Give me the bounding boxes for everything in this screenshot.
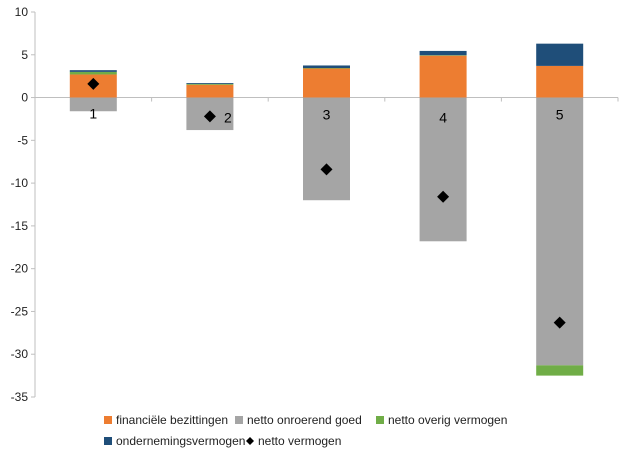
bars bbox=[69, 43, 584, 376]
legend-label: netto onroerend goed bbox=[247, 413, 362, 427]
bar-financiële-bezittingen-3 bbox=[303, 68, 350, 98]
marker-netto-vermogen-2 bbox=[203, 110, 216, 123]
y-tick-label: -25 bbox=[11, 304, 29, 318]
y-tick-label: -10 bbox=[11, 176, 29, 190]
legend-item: ondernemingsvermogen bbox=[104, 434, 245, 448]
y-tick-label: 5 bbox=[21, 48, 28, 62]
legend-swatch bbox=[376, 416, 384, 424]
y-tick-label: -35 bbox=[11, 390, 29, 404]
legend-label: ondernemingsvermogen bbox=[116, 434, 245, 448]
category-label: 1 bbox=[89, 106, 97, 122]
category-label: 2 bbox=[224, 110, 232, 126]
bar-netto-overig-vermogen-2 bbox=[186, 83, 234, 85]
marker-netto-vermogen-5 bbox=[553, 316, 566, 329]
legend-item: netto onroerend goed bbox=[235, 413, 362, 427]
bar-netto-overig-vermogen-1 bbox=[69, 71, 117, 75]
bar-ondernemingsvermogen-4 bbox=[419, 50, 467, 56]
legend-swatch bbox=[246, 437, 254, 445]
y-tick-label: 0 bbox=[21, 91, 28, 105]
legend-swatch bbox=[235, 416, 243, 424]
marker-netto-vermogen-1 bbox=[87, 77, 100, 90]
category-label: 4 bbox=[439, 110, 447, 126]
bar-ondernemingsvermogen-5 bbox=[536, 43, 584, 66]
bar-netto-overig-vermogen-3 bbox=[303, 68, 350, 69]
legend-label: financiële bezittingen bbox=[116, 413, 228, 427]
legend-item: financiële bezittingen bbox=[104, 413, 228, 427]
marker-netto-vermogen-4 bbox=[437, 190, 450, 203]
bar-financiële-bezittingen-2 bbox=[186, 84, 234, 98]
y-tick-label: -20 bbox=[11, 262, 29, 276]
y-tick-label: -30 bbox=[11, 347, 29, 361]
bar-netto-onroerend-goed-4 bbox=[419, 97, 467, 242]
bar-ondernemingsvermogen-1 bbox=[69, 70, 117, 72]
bar-netto-overig-vermogen-4 bbox=[419, 55, 467, 56]
bar-financiële-bezittingen-4 bbox=[419, 55, 467, 98]
bar-financiële-bezittingen-5 bbox=[536, 65, 584, 98]
bar-ondernemingsvermogen-3 bbox=[303, 65, 350, 69]
axes: 10 5 0 -5 -10 -15 -20 -25 -30 -35 bbox=[11, 5, 619, 404]
legend-swatch bbox=[104, 437, 112, 445]
legend-item: netto vermogen bbox=[246, 434, 341, 448]
legend-swatch bbox=[104, 416, 112, 424]
bar-netto-overig-vermogen-5 bbox=[536, 365, 584, 376]
category-label: 5 bbox=[556, 107, 564, 123]
legend: financiële bezittingen netto onroerend go… bbox=[104, 413, 507, 448]
legend-label: netto overig vermogen bbox=[388, 413, 507, 427]
y-tick-label: -5 bbox=[17, 133, 28, 147]
y-tick-label: 10 bbox=[15, 5, 29, 19]
legend-label: netto vermogen bbox=[258, 434, 341, 448]
bar-ondernemingsvermogen-2 bbox=[186, 83, 234, 84]
legend-item: netto overig vermogen bbox=[376, 413, 507, 427]
bar-netto-onroerend-goed-3 bbox=[303, 97, 350, 201]
marker-netto-vermogen-3 bbox=[320, 163, 333, 176]
category-label: 3 bbox=[323, 107, 331, 123]
bar-netto-onroerend-goed-1 bbox=[69, 97, 117, 112]
category-labels: 1 2 3 4 5 bbox=[89, 106, 563, 126]
markers bbox=[87, 77, 566, 329]
y-tick-label: -15 bbox=[11, 219, 29, 233]
